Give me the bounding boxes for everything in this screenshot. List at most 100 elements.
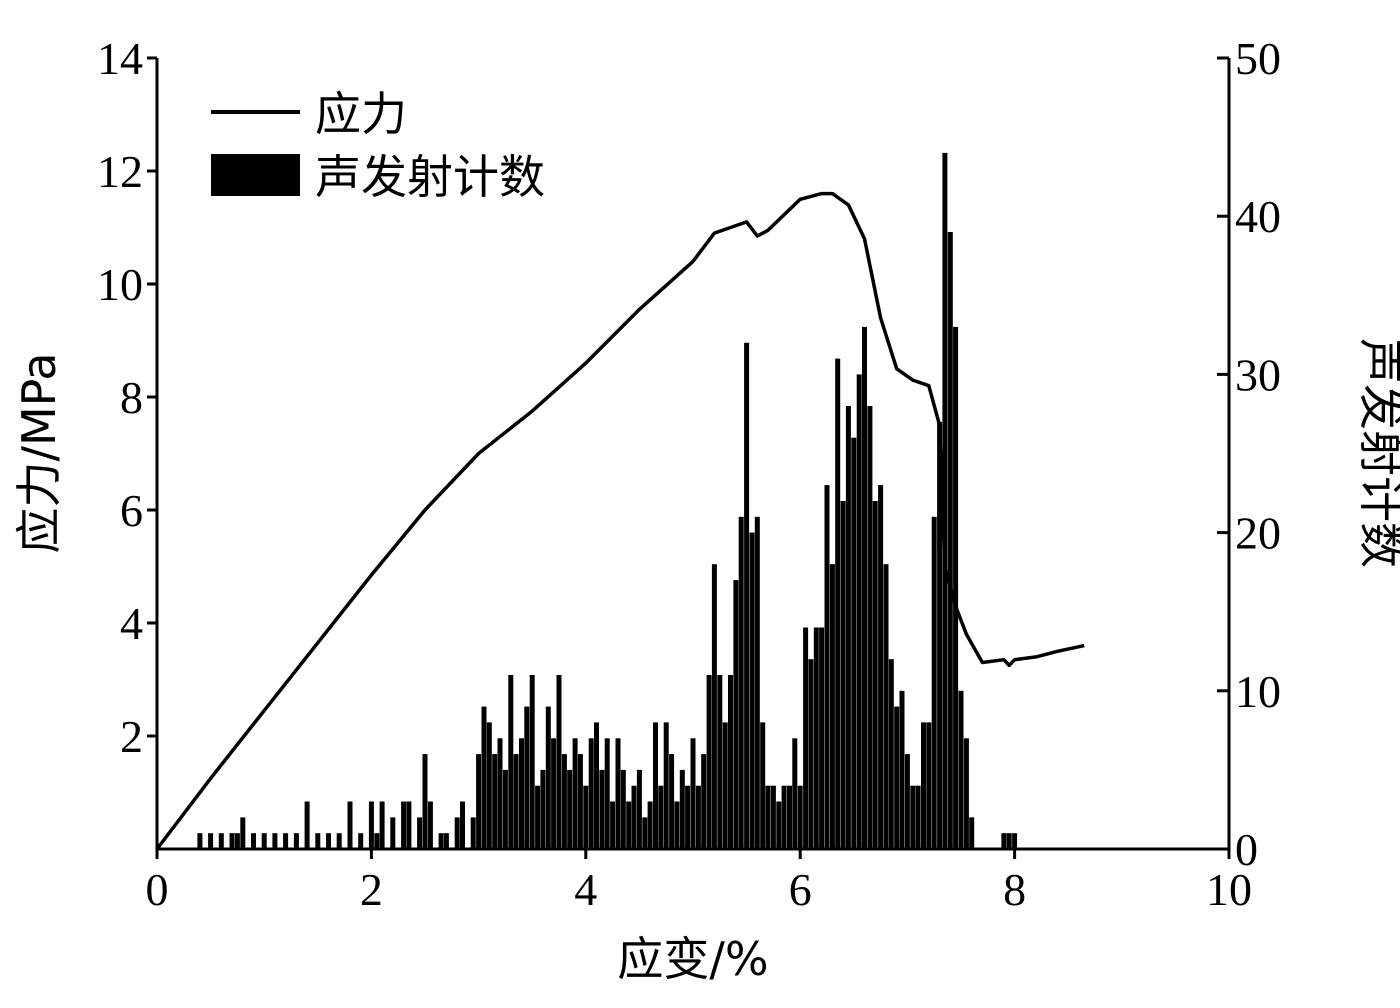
- ae-count-bars: [197, 152, 1018, 849]
- ae-bar: [921, 722, 926, 849]
- right-axis-ticks: 0 10 20 30 40 50: [1217, 33, 1281, 875]
- x-tick-label: 2: [360, 864, 383, 915]
- ae-bar: [642, 817, 648, 849]
- ae-bar: [572, 738, 578, 849]
- ae-bar: [519, 738, 524, 849]
- ae-bar: [438, 833, 444, 849]
- ae-bar: [460, 801, 465, 849]
- ae-bar: [679, 769, 685, 849]
- ae-bar: [899, 690, 905, 849]
- ae-bar: [604, 738, 610, 849]
- ae-bar: [744, 342, 750, 849]
- left-tick-label: 2: [120, 711, 143, 762]
- ae-bar: [577, 754, 583, 849]
- ae-bar: [197, 833, 203, 849]
- ae-bar: [454, 817, 460, 849]
- ae-bar: [910, 785, 916, 849]
- legend-stress-label: 应力: [315, 87, 407, 141]
- ae-bar: [240, 817, 246, 849]
- ae-bar: [535, 785, 541, 849]
- ae-bar: [813, 627, 819, 849]
- ae-bar: [390, 817, 396, 849]
- ae-bar: [803, 627, 809, 849]
- ae-bar: [497, 738, 503, 849]
- legend-ae-swatch: [211, 154, 300, 196]
- ae-bar: [963, 738, 969, 849]
- ae-bar: [776, 801, 782, 849]
- ae-bar: [931, 516, 937, 849]
- ae-bar: [653, 722, 658, 849]
- ae-bar: [551, 738, 557, 849]
- ae-bar: [915, 785, 921, 849]
- ae-bar: [326, 833, 331, 849]
- ae-bar: [663, 722, 669, 849]
- x-tick-label: 0: [146, 864, 169, 915]
- ae-bar: [969, 817, 975, 849]
- ae-bar: [947, 232, 953, 849]
- ae-bar: [620, 769, 626, 849]
- ae-bar: [867, 406, 873, 849]
- ae-bar: [840, 501, 846, 849]
- ae-bar: [685, 785, 691, 849]
- x-axis-ticks: 0 2 4 6 8 10: [146, 849, 1252, 915]
- ae-bar: [937, 421, 943, 849]
- ae-bar: [529, 675, 535, 849]
- ae-bar: [845, 406, 851, 849]
- ae-bar: [808, 659, 814, 849]
- ae-bar: [722, 722, 728, 849]
- ae-bar: [851, 437, 857, 849]
- ae-bar: [406, 801, 412, 849]
- ae-bar: [754, 516, 760, 849]
- left-tick-label: 12: [97, 146, 143, 197]
- right-axis-title: 声发射计数: [1354, 338, 1400, 568]
- ae-bar: [567, 769, 573, 849]
- ae-bar: [647, 801, 653, 849]
- ae-bar: [862, 326, 867, 849]
- ae-bar: [669, 754, 675, 849]
- ae-bar: [701, 754, 707, 849]
- legend: 应力 声发射计数: [211, 87, 545, 204]
- right-tick-label: 20: [1235, 508, 1281, 559]
- ae-bar: [610, 801, 616, 849]
- ae-bar: [443, 833, 449, 849]
- ae-bar: [229, 833, 235, 849]
- ae-bar: [770, 785, 776, 849]
- ae-bar: [599, 769, 605, 849]
- ae-bar: [829, 564, 835, 849]
- ae-bar: [283, 833, 289, 849]
- left-tick-label: 4: [120, 598, 143, 649]
- ae-bar: [781, 785, 787, 849]
- ae-bar: [540, 769, 546, 849]
- ae-bar: [502, 769, 508, 849]
- ae-bar: [470, 817, 476, 849]
- left-tick-label: 6: [120, 485, 143, 536]
- ae-bar: [486, 722, 492, 849]
- ae-bar: [942, 152, 948, 849]
- ae-bar: [904, 754, 910, 849]
- ae-bar: [315, 833, 321, 849]
- ae-bar: [883, 564, 889, 849]
- ae-bar: [824, 485, 830, 849]
- ae-bar: [626, 801, 632, 849]
- left-axis-ticks: 2 4 6 8 10 12 14: [97, 33, 157, 762]
- ae-bar: [894, 706, 900, 849]
- right-tick-label: 40: [1235, 191, 1281, 242]
- ae-bar: [658, 785, 664, 849]
- ae-bar: [374, 833, 380, 849]
- ae-bar: [690, 738, 696, 849]
- ae-bar: [926, 722, 932, 849]
- ae-bar: [711, 564, 717, 849]
- ae-bar: [749, 532, 755, 849]
- ae-bar: [717, 675, 723, 849]
- ae-bar: [508, 675, 514, 849]
- ae-bar: [492, 754, 498, 849]
- ae-bar: [1001, 833, 1007, 849]
- ae-bar: [358, 833, 364, 849]
- ae-bar: [561, 754, 567, 849]
- ae-bar: [797, 785, 803, 849]
- ae-bar: [208, 833, 214, 849]
- stress-line: [155, 191, 1085, 851]
- left-tick-label: 10: [97, 259, 143, 310]
- ae-bar: [556, 675, 562, 849]
- ae-bar: [1012, 833, 1018, 849]
